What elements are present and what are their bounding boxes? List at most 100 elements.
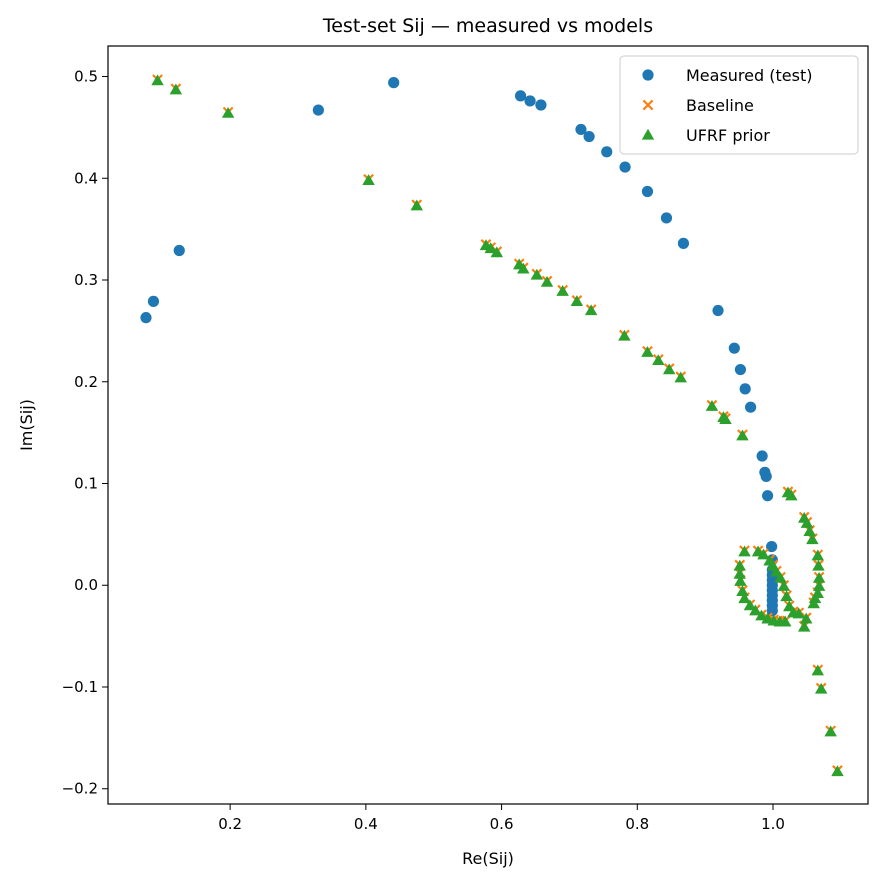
data-point [641,346,654,357]
data-point [811,664,824,676]
data-point [761,490,774,502]
data-point [757,548,770,560]
data-point [761,612,774,624]
data-point [662,363,676,375]
data-point [803,525,816,536]
data-point [766,605,778,617]
data-point [774,571,787,583]
data-point [151,74,164,86]
data-point [743,599,757,611]
data-point [734,574,747,586]
data-point [736,585,749,597]
data-point [800,516,814,528]
data-point [831,765,844,777]
x-tick-label: 1.0 [761,815,785,833]
x-tick-label: 0.4 [354,815,378,833]
data-point [601,146,613,158]
series-triangle [151,74,844,777]
data-point [728,342,740,354]
data-point [798,620,811,632]
data-point [570,295,584,307]
data-point [517,262,530,274]
data-point [140,312,152,324]
y-tick-label: 0.3 [74,271,98,289]
data-point [705,399,719,411]
data-point [677,237,690,249]
chart-title: Test-set Sij — measured vs models [322,15,653,37]
y-tick-label: −0.1 [62,678,98,696]
legend: Measured (test) Baseline UFRF prior [619,55,859,155]
x-tick-label: 0.6 [490,815,514,833]
data-point [760,470,772,482]
data-point [674,371,687,383]
data-point [733,567,746,579]
data-point [530,268,544,280]
legend-marker [642,99,654,111]
legend-items: Measured (test) Baseline UFRF prior [641,66,812,145]
data-point [783,600,796,612]
data-point [736,429,749,441]
data-point [641,185,654,198]
x-axis-ticks: 0.2 0.4 0.6 0.8 1.0 [218,804,785,833]
data-point [719,413,732,425]
y-tick-label: 0.4 [74,169,98,187]
data-point [800,612,813,624]
data-point [312,104,324,116]
data-point [780,590,793,602]
data-point [618,329,631,341]
data-point [514,90,527,102]
x-axis-label: Re(Sij) [462,849,514,868]
data-point [712,304,724,317]
legend-marker [642,69,654,81]
data-point [147,295,160,307]
data-point [169,83,183,95]
y-tick-label: 0.0 [74,576,98,594]
y-tick-label: −0.2 [62,780,98,798]
data-point [812,559,825,571]
data-point [660,212,673,224]
data-point [812,580,826,591]
data-point [738,592,751,604]
legend-label: Baseline [686,96,754,115]
data-point [806,533,819,545]
data-point [362,174,375,185]
data-point [766,540,778,553]
legend-box [619,55,859,155]
data-point [575,123,587,136]
data-point [583,130,595,143]
data-point [619,161,631,173]
data-point [755,609,768,621]
data-point [811,549,824,561]
data-point [733,559,746,571]
data-point [540,275,554,287]
data-point [756,450,768,462]
data-point [787,606,800,618]
data-point [484,242,497,254]
data-point [812,571,826,583]
series-circle [140,77,778,617]
y-axis-label: Im(Sij) [17,399,36,451]
plot-frame [107,45,869,805]
y-tick-label: 0.2 [74,373,98,391]
x-tick-label: 0.2 [218,815,242,833]
y-tick-label: 0.5 [74,68,98,86]
series-layer [140,74,844,777]
data-point [734,363,747,376]
plot-area [140,74,844,777]
data-point [745,401,757,413]
data-point [221,106,235,118]
y-axis-ticks: −0.2 −0.1 0.0 0.1 0.2 0.3 0.4 0.5 [62,68,108,798]
legend-label: Measured (test) [686,66,812,85]
data-point [584,304,598,316]
legend-label: UFRF prior [686,126,770,145]
legend-marker [641,128,655,140]
data-point [652,354,665,366]
x-tick-label: 0.8 [625,815,649,833]
data-point [556,285,569,296]
data-point [739,383,751,395]
data-point [410,199,423,211]
data-point [824,725,837,737]
data-point [524,95,536,107]
data-point [388,77,400,89]
